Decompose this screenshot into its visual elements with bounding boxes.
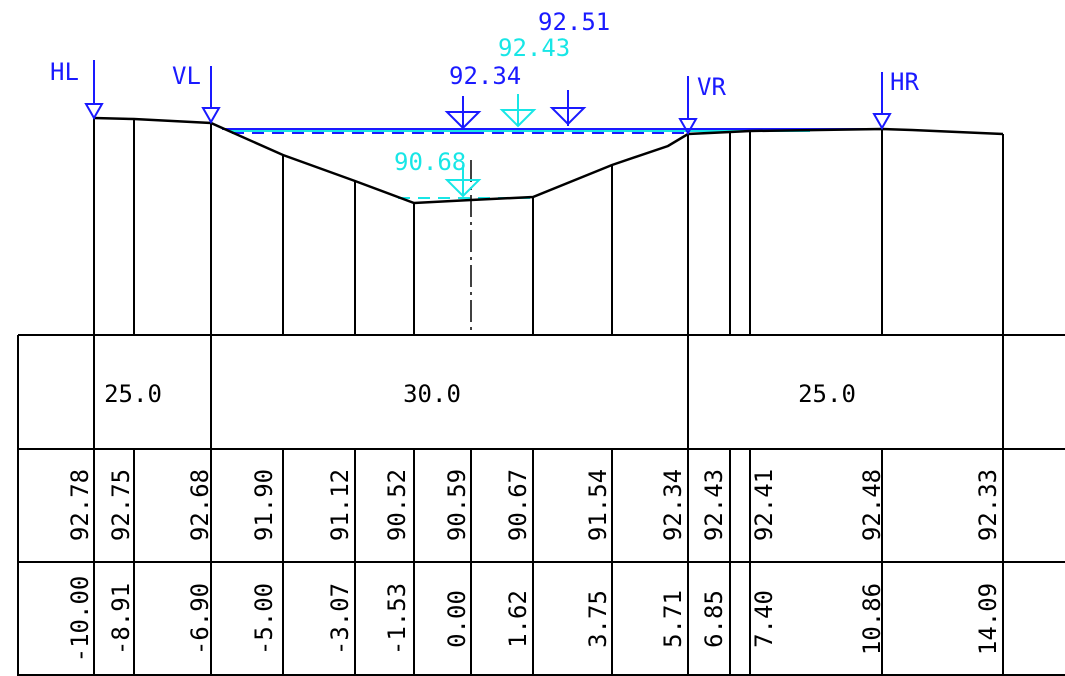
- station-cell: -5.00: [250, 583, 278, 655]
- marker-hr: HR: [872, 68, 919, 131]
- station-cell: -10.00: [66, 576, 94, 663]
- elevation-cell: 90.52: [383, 469, 411, 541]
- width-cell-right: 25.0: [798, 380, 856, 408]
- ground-profile-line: [93, 116, 1004, 205]
- station-cell: -6.90: [186, 583, 214, 655]
- station-cell: 10.86: [858, 583, 886, 655]
- station-cell: 0.00: [443, 590, 471, 648]
- marker-vr-label: VR: [697, 73, 726, 101]
- water-level-symbol-3: [549, 90, 587, 126]
- station-cell: 6.85: [700, 590, 728, 648]
- marker-vr: VR: [678, 73, 726, 136]
- marker-hr-label: HR: [890, 68, 919, 96]
- elevation-cell: 92.41: [750, 469, 778, 541]
- elevation-cell: 92.34: [659, 469, 687, 541]
- station-verticals: [93, 118, 1004, 335]
- table-grid: [17, 334, 1065, 676]
- width-cell-left: 25.0: [104, 380, 162, 408]
- station-cell: -3.07: [326, 583, 354, 655]
- station-cell: -8.91: [107, 583, 135, 655]
- elevation-cell: 91.54: [584, 469, 612, 541]
- elevation-cell: 90.59: [443, 469, 471, 541]
- elevation-cell: 91.90: [250, 469, 278, 541]
- station-cell: 5.71: [659, 590, 687, 648]
- elevation-cell: 92.75: [107, 469, 135, 541]
- water-level-symbol-low: [444, 165, 482, 198]
- elevation-cell: 92.68: [186, 469, 214, 541]
- station-cell: 1.62: [504, 590, 532, 648]
- water-level-3-label: 92.51: [538, 8, 610, 36]
- water-level-symbol-1: [444, 96, 482, 134]
- elevation-cell: 92.48: [858, 469, 886, 541]
- marker-vl-label: VL: [172, 62, 201, 90]
- cross-section-profile: HL VL VR HR 92.34 92.43: [50, 8, 1004, 335]
- station-cell: 14.09: [974, 583, 1002, 655]
- elevation-cell: 90.67: [504, 469, 532, 541]
- elevation-cell: 92.78: [66, 469, 94, 541]
- elevation-row: 92.78 92.75 92.68 91.90 91.12 90.52 90.59 90.67…: [66, 469, 1002, 541]
- width-cell-middle: 30.0: [403, 380, 461, 408]
- marker-hl-label: HL: [50, 58, 79, 86]
- elevation-cell: 92.33: [974, 469, 1002, 541]
- water-level-1-label: 92.34: [449, 62, 521, 90]
- station-row: -10.00 -8.91 -6.90 -5.00 -3.07 -1.53 0.00 1.62 3…: [66, 576, 1002, 663]
- water-level-2-label: 92.43: [498, 34, 570, 62]
- station-cell: 7.40: [750, 590, 778, 648]
- data-table: 25.0 30.0 25.0 92.78 92.75 92.68 91.90 91.12…: [17, 334, 1065, 676]
- elevation-cell: 92.43: [700, 469, 728, 541]
- station-cell: 3.75: [584, 590, 612, 648]
- elevation-cell: 91.12: [326, 469, 354, 541]
- marker-hl: HL: [50, 58, 104, 121]
- water-level-low-label: 90.68: [394, 148, 466, 176]
- station-cell: -1.53: [383, 583, 411, 655]
- marker-vl: VL: [172, 62, 221, 125]
- water-level-symbol-2: [499, 94, 537, 128]
